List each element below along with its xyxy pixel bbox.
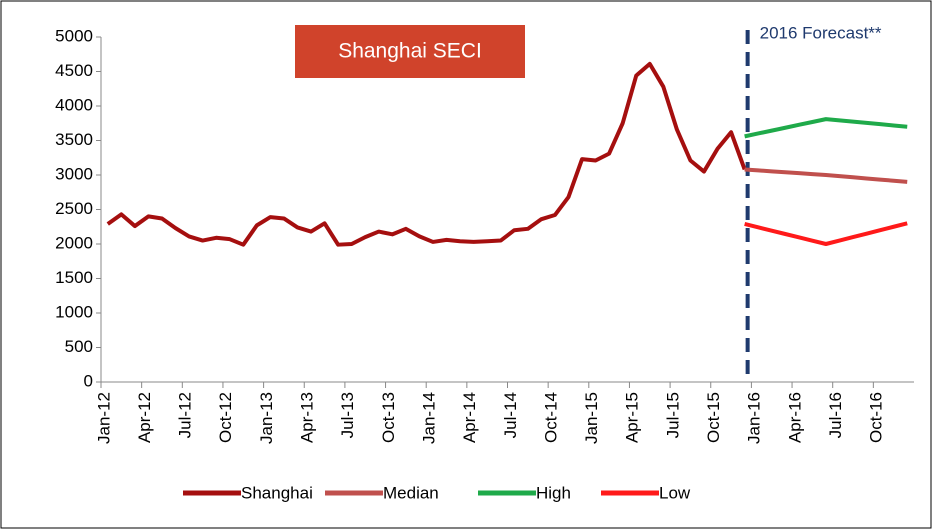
x-tick-label: Apr-16	[785, 392, 804, 443]
chart-title: Shanghai SECI	[338, 40, 482, 63]
series-line	[106, 61, 747, 247]
x-tick-label: Jan-13	[257, 392, 276, 444]
y-tick-label: 3500	[55, 130, 93, 149]
x-tick-label: Apr-12	[135, 392, 154, 443]
y-tick-label: 3000	[55, 164, 93, 183]
x-tick-label: Oct-13	[379, 392, 398, 443]
x-tick-label: Oct-12	[216, 392, 235, 443]
y-tick-label: 500	[65, 337, 93, 356]
y-tick-label: 2000	[55, 233, 93, 252]
y-tick-label: 1000	[55, 302, 93, 321]
x-tick-label: Jan-12	[94, 392, 113, 444]
legend-label: Low	[659, 483, 691, 502]
x-tick-label: Apr-15	[623, 392, 642, 443]
y-tick-label: 0	[84, 371, 93, 390]
y-tick-label: 5000	[55, 26, 93, 45]
series-line	[744, 167, 908, 184]
x-tick-label: Jul-15	[663, 392, 682, 438]
y-tick-label: 1500	[55, 268, 93, 287]
y-tick-label: 2500	[55, 199, 93, 218]
y-tick-label: 4000	[55, 95, 93, 114]
x-tick-label: Jan-15	[582, 392, 601, 444]
x-tick-label: Jul-12	[176, 392, 195, 438]
x-tick-label: Jul-14	[501, 392, 520, 438]
x-tick-label: Jul-13	[338, 392, 357, 438]
series-line	[744, 117, 908, 139]
x-tick-label: Oct-15	[704, 392, 723, 443]
x-tick-label: Jan-16	[745, 392, 764, 444]
x-tick-label: Jan-14	[419, 392, 438, 444]
x-tick-label: Jul-16	[826, 392, 845, 438]
x-tick-label: Apr-13	[298, 392, 317, 443]
title-box	[295, 25, 525, 78]
x-tick-label: Apr-14	[460, 392, 479, 443]
forecast-annotation: 2016 Forecast**	[760, 23, 882, 42]
legend-label: High	[536, 483, 571, 502]
series-line	[744, 221, 908, 246]
x-tick-label: Oct-16	[867, 392, 886, 443]
y-tick-label: 4500	[55, 61, 93, 80]
legend-label: Median	[383, 483, 439, 502]
x-tick-label: Oct-14	[541, 392, 560, 443]
legend-label: Shanghai	[241, 483, 313, 502]
